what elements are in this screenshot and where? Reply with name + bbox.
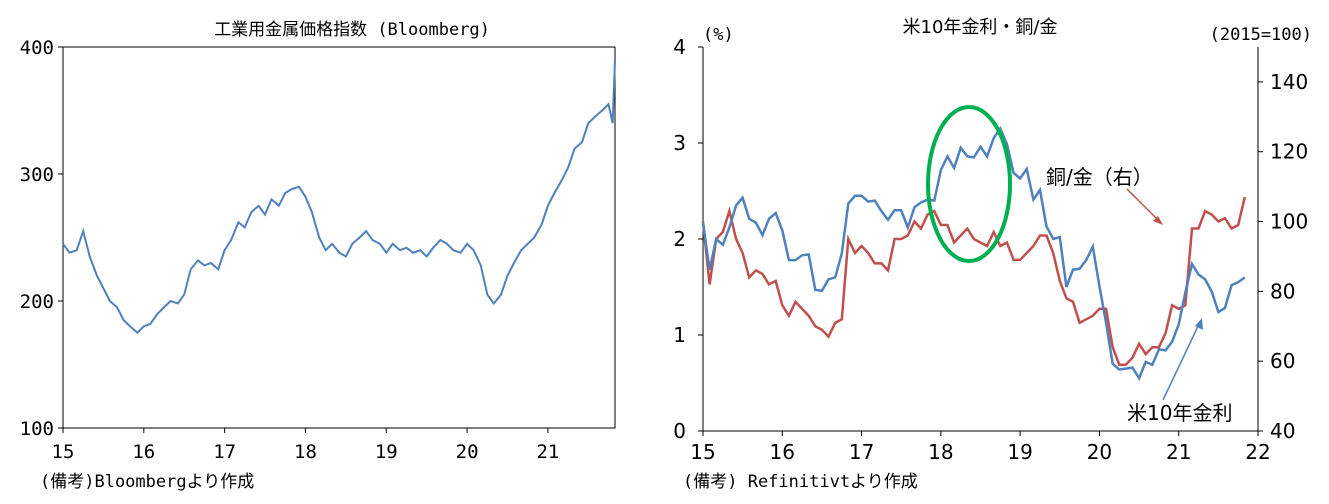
left-x-ticks: 15 16 17 18 19 20 21 bbox=[52, 428, 559, 463]
copper-gold-arrow bbox=[1126, 188, 1161, 223]
left-x-tick-label: 21 bbox=[536, 441, 559, 463]
right-right-y-tick-label: 80 bbox=[1270, 279, 1295, 303]
left-x-tick-label: 15 bbox=[52, 441, 75, 463]
right-x-tick-label: 19 bbox=[1007, 440, 1032, 464]
right-right-y-tick-label: 120 bbox=[1270, 140, 1308, 164]
right-x-tick-label: 15 bbox=[690, 440, 715, 464]
left-chart-note: (備考)Bloombergより作成 bbox=[40, 472, 254, 492]
right-left-y-tick-label: 3 bbox=[673, 131, 686, 155]
right-x-tick-label: 21 bbox=[1166, 440, 1191, 464]
right-x-tick-label: 18 bbox=[928, 440, 953, 464]
us10y-arrowhead bbox=[1195, 318, 1203, 330]
left-x-tick-label: 18 bbox=[294, 441, 317, 463]
us10y-arrow bbox=[1162, 321, 1201, 401]
left-y-tick-label: 100 bbox=[20, 418, 54, 440]
left-y-tick-label: 300 bbox=[20, 164, 54, 186]
highlight-ellipse bbox=[926, 105, 1012, 263]
right-left-unit: (%) bbox=[703, 25, 734, 45]
right-right-y-tick-label: 100 bbox=[1270, 210, 1308, 234]
left-y-tick-label: 400 bbox=[20, 37, 54, 59]
left-x-tick-label: 20 bbox=[456, 441, 479, 463]
right-x-tick-label: 17 bbox=[849, 440, 874, 464]
chart-right: 米10年金利・銅/金 (%) (2015=100) 0 1 2 3 4 40 60 80 10… bbox=[673, 17, 1312, 492]
left-series-line bbox=[62, 59, 616, 335]
right-right-y-tick-label: 140 bbox=[1270, 70, 1308, 94]
left-plot-area bbox=[62, 46, 616, 429]
left-x-tick-label: 16 bbox=[132, 441, 155, 463]
left-x-tick-label: 19 bbox=[375, 441, 398, 463]
left-y-tick-label: 200 bbox=[20, 291, 54, 313]
right-right-y-tick-label: 60 bbox=[1270, 349, 1295, 373]
right-x-tick-label: 20 bbox=[1087, 440, 1112, 464]
right-x-ticks: 15 16 17 18 19 20 21 22 bbox=[690, 431, 1271, 464]
right-chart-note: (備考) Refinitivtより作成 bbox=[683, 472, 918, 492]
left-y-ticks: 100 200 300 400 bbox=[20, 37, 63, 440]
right-left-y-tick-label: 1 bbox=[673, 323, 686, 347]
right-left-y-tick-label: 4 bbox=[673, 35, 686, 59]
us10y-series-line bbox=[701, 126, 1246, 381]
right-left-y-tick-label: 2 bbox=[673, 227, 686, 251]
copper-gold-series-line bbox=[701, 196, 1247, 366]
us10y-label: 米10年金利 bbox=[1127, 401, 1232, 425]
right-right-y-tick-label: 40 bbox=[1270, 419, 1295, 443]
right-x-tick-label: 16 bbox=[770, 440, 795, 464]
left-chart-title: 工業用金属価格指数 (Bloomberg) bbox=[214, 20, 490, 40]
right-left-y-tick-label: 0 bbox=[673, 419, 686, 443]
right-right-unit: (2015=100) bbox=[1210, 25, 1312, 45]
right-right-y-ticks: 40 60 80 100 120 140 bbox=[1258, 70, 1308, 443]
right-chart-title: 米10年金利・銅/金 bbox=[903, 17, 1058, 38]
copper-gold-arrowhead bbox=[1153, 216, 1163, 225]
left-x-tick-label: 17 bbox=[213, 441, 236, 463]
right-left-y-ticks: 0 1 2 3 4 bbox=[673, 35, 703, 443]
right-x-tick-label: 22 bbox=[1245, 440, 1270, 464]
copper-gold-label: 銅/金（右） bbox=[1046, 165, 1153, 189]
